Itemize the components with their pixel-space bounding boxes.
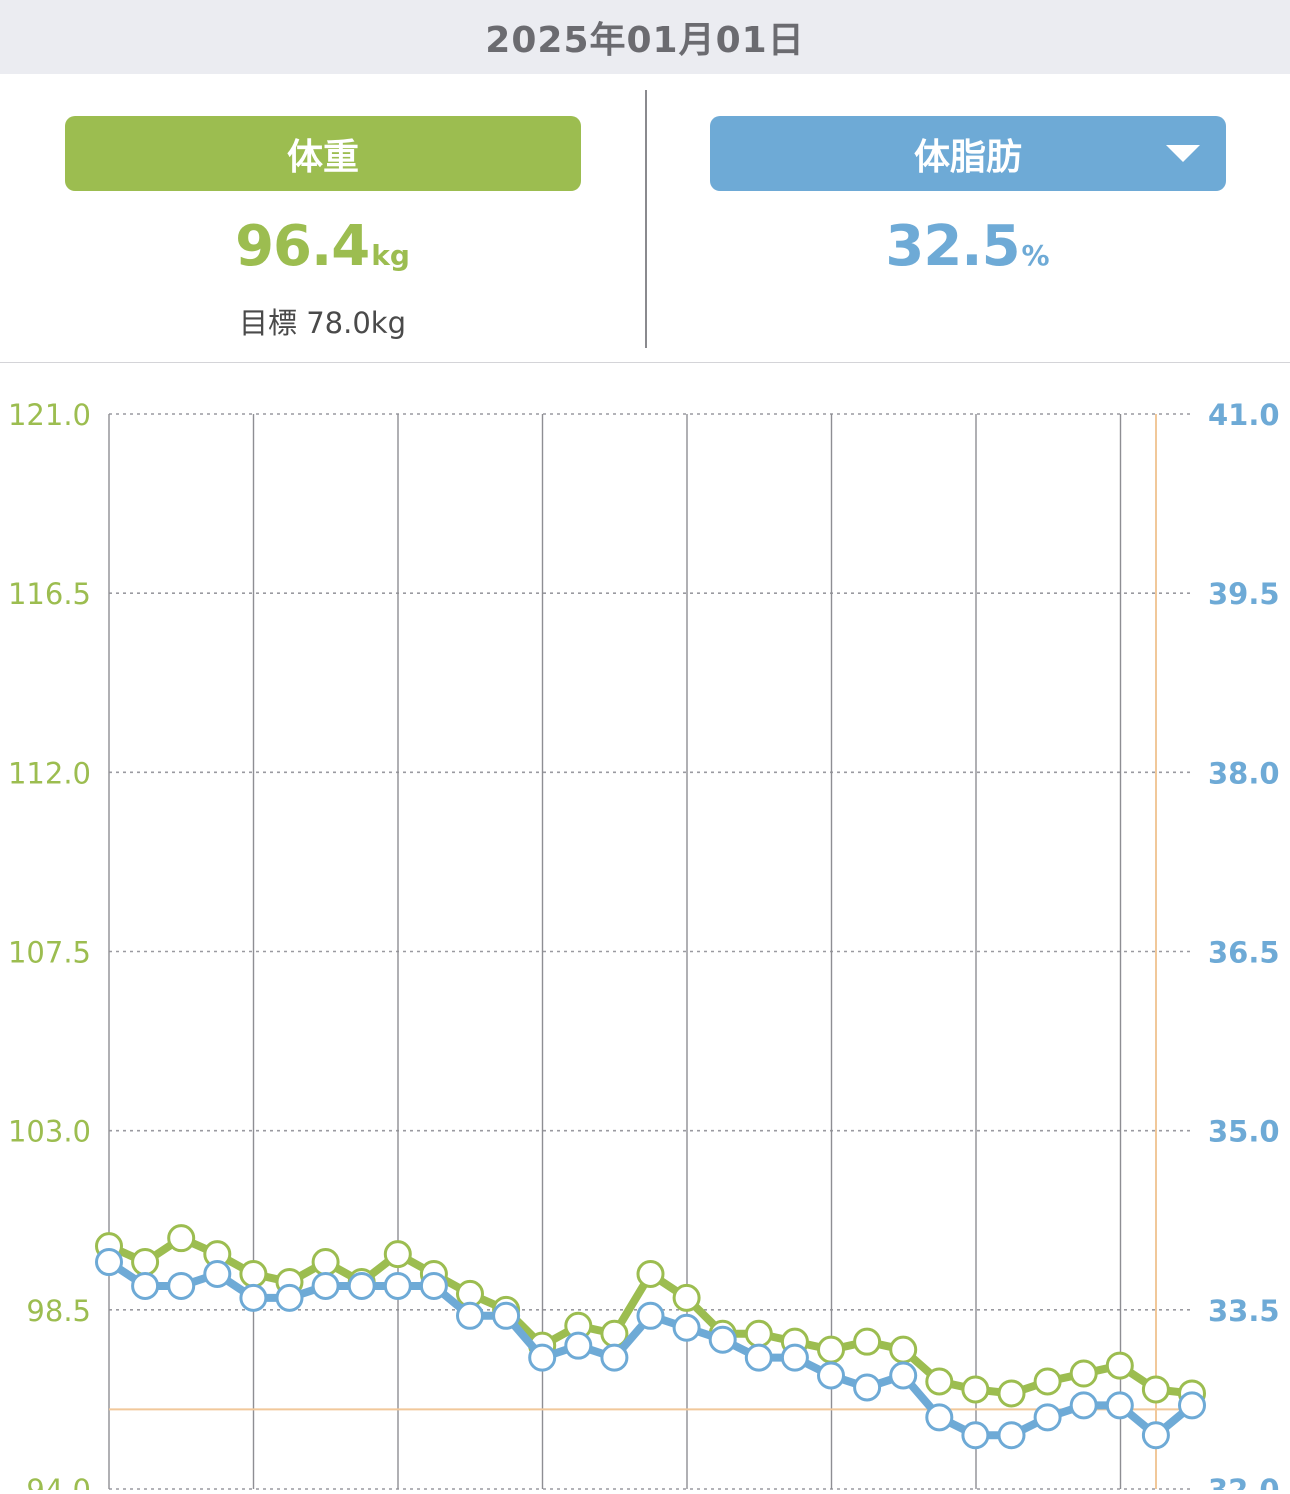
- weight-panel: 体重 96.4kg 目標 78.0kg: [0, 74, 645, 362]
- bodyfat-data-point: [239, 1283, 268, 1312]
- bodyfat-data-point: [961, 1421, 990, 1450]
- bodyfat-value: 32.5%: [645, 214, 1290, 279]
- date-header[interactable]: 2025年01月01日: [0, 0, 1290, 74]
- bodyfat-data-point: [1069, 1391, 1098, 1420]
- bodyfat-data-point: [744, 1343, 773, 1372]
- weight-data-point: [961, 1375, 990, 1404]
- panel-divider: [645, 90, 647, 348]
- bodyfat-data-point: [203, 1260, 232, 1288]
- weight-value: 96.4kg: [0, 214, 645, 279]
- weight-data-point: [239, 1260, 268, 1288]
- bodyfat-data-point: [419, 1271, 448, 1300]
- weight-unit: kg: [371, 239, 410, 272]
- weight-number: 96.4: [235, 214, 370, 279]
- bodyfat-data-point: [311, 1271, 340, 1300]
- bodyfat-data-point: [672, 1313, 701, 1342]
- right-axis-tick-label: 32.0: [1208, 1473, 1280, 1490]
- bodyfat-data-point: [1141, 1421, 1170, 1450]
- weight-data-point: [383, 1240, 412, 1269]
- bodyfat-unit: %: [1021, 239, 1050, 272]
- bodyfat-data-point: [167, 1271, 196, 1300]
- bodyfat-data-point: [600, 1343, 629, 1372]
- weight-data-point: [1141, 1375, 1170, 1404]
- goal-label: 目標: [238, 306, 297, 340]
- weight-data-point: [311, 1248, 340, 1277]
- left-axis-tick-label: 121.0: [8, 398, 91, 432]
- weight-data-point: [925, 1367, 954, 1396]
- bodyfat-data-point: [131, 1271, 160, 1300]
- right-axis-tick-label: 35.0: [1208, 1115, 1280, 1149]
- bodyfat-data-point: [1033, 1403, 1062, 1432]
- left-axis-tick-label: 112.0: [8, 756, 91, 790]
- bodyfat-number: 32.5: [885, 214, 1020, 279]
- right-axis-tick-label: 41.0: [1208, 398, 1280, 432]
- right-axis-tick-label: 36.5: [1208, 936, 1280, 970]
- bodyfat-data-point: [275, 1283, 304, 1312]
- weight-data-point: [1105, 1351, 1134, 1380]
- bodyfat-data-point: [925, 1403, 954, 1432]
- right-axis-tick-label: 38.0: [1208, 756, 1280, 790]
- bodyfat-data-point: [528, 1343, 557, 1372]
- bodyfat-data-point: [636, 1301, 665, 1330]
- bodyfat-dropdown-button[interactable]: 体脂肪: [710, 116, 1226, 191]
- weight-data-point: [853, 1327, 882, 1356]
- left-axis-tick-label: 116.5: [8, 577, 91, 611]
- weight-data-point: [817, 1335, 845, 1364]
- left-axis-tick-label: 103.0: [8, 1115, 91, 1149]
- weight-data-point: [131, 1248, 160, 1277]
- weight-data-point: [672, 1283, 701, 1312]
- weight-data-point: [167, 1224, 196, 1253]
- bodyfat-data-point: [853, 1373, 882, 1402]
- bodyfat-panel: 体脂肪 32.5%: [645, 74, 1290, 362]
- bodyfat-data-point: [780, 1343, 809, 1372]
- bodyfat-data-point: [1105, 1391, 1134, 1420]
- goal-value: 78.0kg: [306, 306, 406, 340]
- date-label: 2025年01月01日: [485, 20, 805, 61]
- weight-goal: 目標 78.0kg: [0, 300, 645, 342]
- bodyfat-data-point: [383, 1271, 412, 1300]
- right-axis-tick-label: 39.5: [1208, 577, 1280, 611]
- bodyfat-data-point: [492, 1301, 521, 1330]
- summary-panels: 体重 96.4kg 目標 78.0kg 体脂肪 32.5%: [0, 74, 1290, 363]
- bodyfat-data-point: [997, 1421, 1026, 1450]
- bodyfat-data-point: [889, 1361, 918, 1390]
- bodyfat-data-point: [817, 1361, 845, 1390]
- weight-tab-button[interactable]: 体重: [65, 116, 581, 191]
- bodyfat-data-point: [708, 1325, 737, 1354]
- bodyfat-data-point: [456, 1301, 484, 1330]
- right-axis-tick-label: 33.5: [1208, 1294, 1280, 1328]
- caret-down-icon: [1166, 145, 1200, 162]
- weight-data-point: [1033, 1367, 1062, 1396]
- weight-tab-label: 体重: [286, 136, 359, 178]
- left-axis-tick-label: 94.0: [26, 1473, 91, 1490]
- weight-data-point: [997, 1379, 1026, 1408]
- weight-data-point: [636, 1260, 665, 1288]
- weight-data-point: [744, 1319, 773, 1348]
- trend-chart[interactable]: 121.0 41.0 116.5 39.5 112.0 38.0 107.5 36.5 103.…: [0, 363, 1290, 1494]
- left-axis-tick-label: 98.5: [26, 1294, 91, 1328]
- left-axis-tick-label: 107.5: [8, 936, 91, 970]
- bodyfat-data-point: [1178, 1391, 1206, 1420]
- weight-data-point: [1069, 1359, 1098, 1388]
- bodyfat-data-point: [347, 1271, 376, 1300]
- weight-data-point: [889, 1335, 918, 1364]
- bodyfat-tab-label: 体脂肪: [913, 136, 1022, 178]
- bodyfat-data-point: [95, 1248, 123, 1277]
- chart-svg: 121.0 41.0 116.5 39.5 112.0 38.0 107.5 36.5 103.…: [8, 398, 1280, 1494]
- bodyfat-data-point: [564, 1331, 593, 1360]
